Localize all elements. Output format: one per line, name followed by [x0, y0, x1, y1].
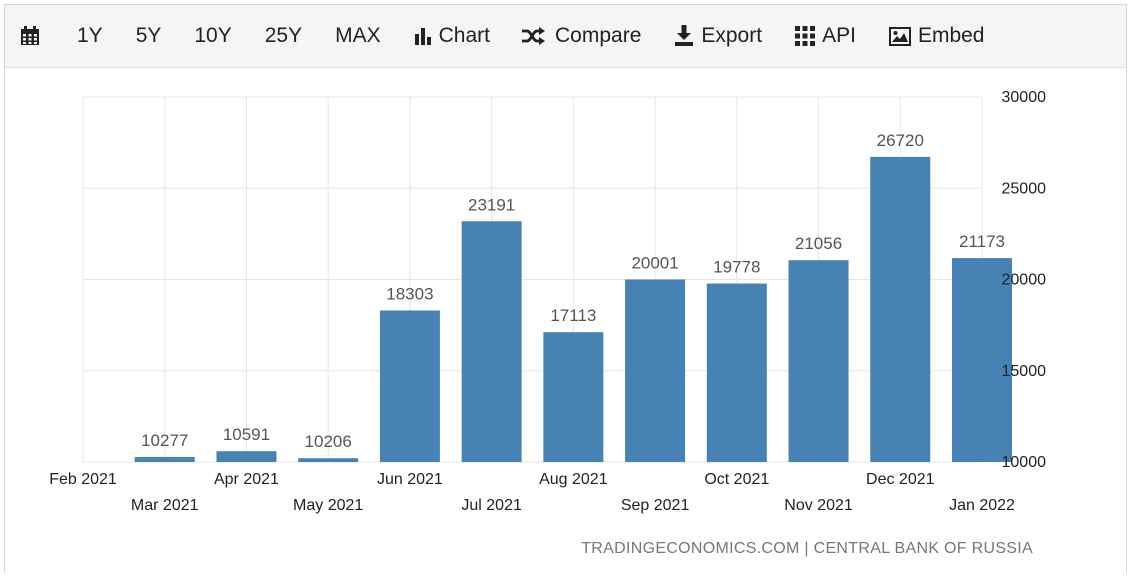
range-25y-button[interactable]: 25Y: [265, 5, 302, 68]
bar-value-label: 19778: [713, 258, 760, 277]
bar[interactable]: [298, 458, 359, 462]
chart-label: Chart: [438, 24, 490, 47]
x-tick-label: Nov 2021: [784, 497, 853, 514]
bar-value-label: 21173: [959, 232, 1005, 251]
grid-icon: [795, 26, 816, 46]
embed-button[interactable]: Embed: [888, 5, 985, 68]
x-tick-label: Jul 2021: [461, 497, 522, 514]
y-tick-label: 15000: [1002, 363, 1047, 380]
x-tick-label: Jun 2021: [377, 471, 443, 488]
api-button[interactable]: API: [795, 5, 856, 68]
range-max-button[interactable]: MAX: [335, 5, 381, 68]
bar-value-label: 10591: [223, 425, 270, 444]
range-1y-button[interactable]: 1Y: [77, 5, 103, 68]
x-tick-label: Feb 2021: [49, 471, 117, 488]
toolbar: 1Y 5Y 10Y 25Y MAX Chart Compare Export: [5, 5, 1126, 68]
bar-value-label: 10206: [305, 432, 352, 451]
bar-value-label: 21056: [795, 234, 842, 253]
bar-value-label: 10277: [141, 431, 188, 450]
api-label: API: [822, 24, 856, 47]
y-tick-label: 10000: [1002, 454, 1047, 471]
x-tick-label: Apr 2021: [214, 471, 279, 488]
range-5y-label: 5Y: [135, 24, 162, 47]
calendar-button[interactable]: [20, 5, 40, 68]
chart-frame: [4, 4, 1127, 573]
range-25y-label: 25Y: [264, 24, 303, 47]
x-tick-label: Mar 2021: [131, 497, 199, 514]
bar[interactable]: [706, 283, 767, 462]
y-tick-label: 25000: [1002, 180, 1047, 197]
bar-value-label: 26720: [877, 131, 924, 150]
range-10y-button[interactable]: 10Y: [194, 5, 231, 68]
bar[interactable]: [543, 332, 604, 462]
compare-button[interactable]: Compare: [521, 5, 641, 68]
range-max-label: MAX: [335, 24, 381, 47]
bar-chart-icon: [414, 28, 431, 45]
bar[interactable]: [788, 260, 849, 462]
chart-button[interactable]: Chart: [414, 5, 490, 68]
x-tick-label: Oct 2021: [704, 471, 769, 488]
calendar-icon: [21, 26, 39, 45]
bar[interactable]: [952, 258, 1012, 462]
source-credit: TRADINGECONOMICS.COM | CENTRAL BANK OF R…: [581, 540, 1033, 557]
bar[interactable]: [625, 279, 686, 462]
export-label: Export: [701, 24, 763, 47]
bar[interactable]: [216, 451, 277, 462]
x-tick-label: Aug 2021: [539, 471, 608, 488]
range-5y-button[interactable]: 5Y: [136, 5, 162, 68]
x-tick-label: Jan 2022: [949, 497, 1015, 514]
y-tick-label: 20000: [1002, 272, 1047, 289]
bar-value-label: 20001: [631, 253, 678, 272]
bar-value-label: 18303: [386, 284, 433, 303]
embed-label: Embed: [917, 24, 985, 47]
bar[interactable]: [134, 456, 195, 462]
bar[interactable]: [379, 310, 440, 462]
x-tick-label: Sep 2021: [621, 497, 690, 514]
bar[interactable]: [870, 156, 931, 463]
y-tick-label: 30000: [1002, 89, 1047, 106]
bar[interactable]: [461, 221, 522, 462]
x-tick-label: May 2021: [293, 497, 363, 514]
bar-value-label: 17113: [550, 306, 596, 325]
compare-label: Compare: [555, 24, 642, 47]
shuffle-icon: [522, 27, 545, 45]
range-1y-label: 1Y: [77, 24, 103, 47]
download-icon: [675, 25, 694, 46]
range-10y-label: 10Y: [194, 24, 232, 47]
bar-value-label: 23191: [468, 195, 515, 214]
export-button[interactable]: Export: [674, 5, 762, 68]
x-tick-label: Dec 2021: [866, 471, 935, 488]
image-icon: [888, 26, 911, 46]
